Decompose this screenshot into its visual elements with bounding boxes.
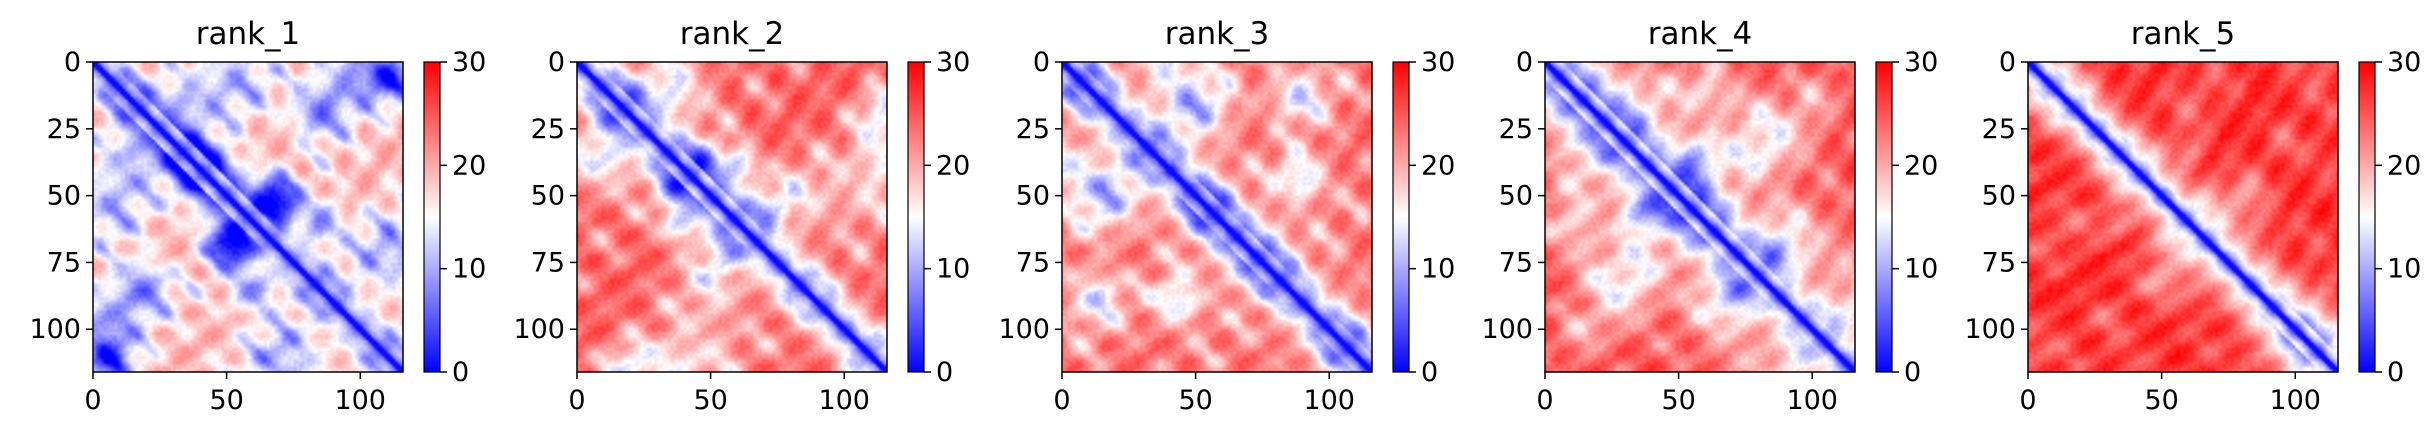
plot-frame (1544, 61, 1856, 373)
colorbar-frame (1392, 61, 1410, 373)
panel-title: rank_5 (2131, 16, 2236, 52)
x-tick-label: 0 (1053, 385, 1070, 416)
colorbar-tick-label: 20 (1421, 150, 1455, 181)
x-tick-label: 50 (1178, 385, 1212, 416)
y-tick-label: 0 (64, 47, 81, 78)
x-tick-label: 100 (2269, 385, 2321, 416)
y-tick-label: 25 (1982, 114, 2016, 145)
plot-frame (1061, 61, 1373, 373)
x-tick-label: 0 (84, 385, 101, 416)
y-tick-label: 100 (513, 314, 565, 345)
plot-frame (92, 61, 404, 373)
y-tick-label: 75 (47, 247, 81, 278)
colorbar-tick-label: 30 (452, 47, 486, 78)
panel-title: rank_2 (680, 16, 785, 52)
x-tick-label: 0 (2019, 385, 2036, 416)
colorbar-tick-label: 0 (936, 357, 953, 388)
x-tick-label: 100 (1786, 385, 1838, 416)
colorbar-tick-label: 20 (1904, 150, 1938, 181)
y-tick-label: 25 (531, 114, 565, 145)
colorbar (908, 62, 924, 372)
colorbar-frame (1875, 61, 1893, 373)
heatmap-image (2028, 62, 2338, 372)
panel-title: rank_4 (1648, 16, 1753, 52)
y-tick-label: 25 (1016, 114, 1050, 145)
y-tick-label: 0 (1999, 47, 2016, 78)
y-tick-label: 0 (1516, 47, 1533, 78)
colorbar-frame (2358, 61, 2376, 373)
x-tick-label: 50 (2144, 385, 2178, 416)
colorbar-tick-label: 0 (2387, 357, 2404, 388)
colorbar-frame (423, 61, 441, 373)
y-tick-label: 50 (1499, 181, 1533, 212)
colorbar-tick-label: 30 (1904, 47, 1938, 78)
colorbar-tick-label: 10 (2387, 254, 2421, 285)
panel-title: rank_3 (1165, 16, 1270, 52)
heatmap-panel-1: rank_1 0 50 100 0 25 50 75 100 0 10 20 30 (29, 16, 486, 416)
colorbar-tick-label: 20 (2387, 150, 2421, 181)
heatmap-panel-2: rank_2 0 50 100 0 25 50 75 100 0 10 20 30 (513, 16, 970, 416)
y-tick-label: 0 (1033, 47, 1050, 78)
x-tick-label: 50 (693, 385, 727, 416)
y-tick-label: 100 (1481, 314, 1533, 345)
colorbar (424, 62, 440, 372)
panel-title: rank_1 (196, 16, 301, 52)
y-tick-label: 50 (47, 181, 81, 212)
heatmap-image (1062, 62, 1372, 372)
colorbar-frame (907, 61, 925, 373)
colorbar-tick-label: 10 (452, 254, 486, 285)
y-tick-label: 50 (1016, 181, 1050, 212)
y-tick-label: 25 (1499, 114, 1533, 145)
colorbar-tick-label: 10 (936, 254, 970, 285)
colorbar-tick-label: 10 (1904, 254, 1938, 285)
plot-frame (2027, 61, 2339, 373)
colorbar-tick-label: 30 (2387, 47, 2421, 78)
colorbar-tick-label: 30 (1421, 47, 1455, 78)
heatmap-panel-4: rank_4 0 50 100 0 25 50 75 100 0 10 20 30 (1481, 16, 1938, 416)
y-tick-label: 100 (998, 314, 1050, 345)
y-tick-label: 50 (1982, 181, 2016, 212)
colorbar (1876, 62, 1892, 372)
x-tick-label: 0 (1536, 385, 1553, 416)
x-tick-label: 100 (1303, 385, 1355, 416)
x-tick-label: 50 (1661, 385, 1695, 416)
y-tick-label: 0 (548, 47, 565, 78)
colorbar-tick-label: 20 (936, 150, 970, 181)
y-tick-label: 75 (1499, 247, 1533, 278)
plot-frame (576, 61, 888, 373)
colorbar-tick-label: 0 (1904, 357, 1921, 388)
colorbar-tick-label: 10 (1421, 254, 1455, 285)
y-tick-label: 50 (531, 181, 565, 212)
x-tick-label: 0 (568, 385, 585, 416)
colorbar-tick-label: 0 (1421, 357, 1438, 388)
colorbar (2359, 62, 2375, 372)
heatmap-image (1545, 62, 1855, 372)
y-tick-label: 75 (1016, 247, 1050, 278)
y-tick-label: 25 (47, 114, 81, 145)
colorbar (1393, 62, 1409, 372)
heatmap-image (577, 62, 887, 372)
y-tick-label: 75 (1982, 247, 2016, 278)
heatmap-panel-5: rank_5 0 50 100 0 25 50 75 100 0 10 20 30 (1964, 16, 2421, 416)
colorbar-tick-label: 30 (936, 47, 970, 78)
colorbar-tick-label: 20 (452, 150, 486, 181)
y-tick-label: 75 (531, 247, 565, 278)
y-tick-label: 100 (29, 314, 81, 345)
heatmap-image (93, 62, 403, 372)
x-tick-label: 100 (334, 385, 386, 416)
colorbar-tick-label: 0 (452, 357, 469, 388)
x-tick-label: 100 (818, 385, 870, 416)
x-tick-label: 50 (209, 385, 243, 416)
y-tick-label: 100 (1964, 314, 2016, 345)
heatmap-panel-3: rank_3 0 50 100 0 25 50 75 100 0 10 20 30 (998, 16, 1455, 416)
